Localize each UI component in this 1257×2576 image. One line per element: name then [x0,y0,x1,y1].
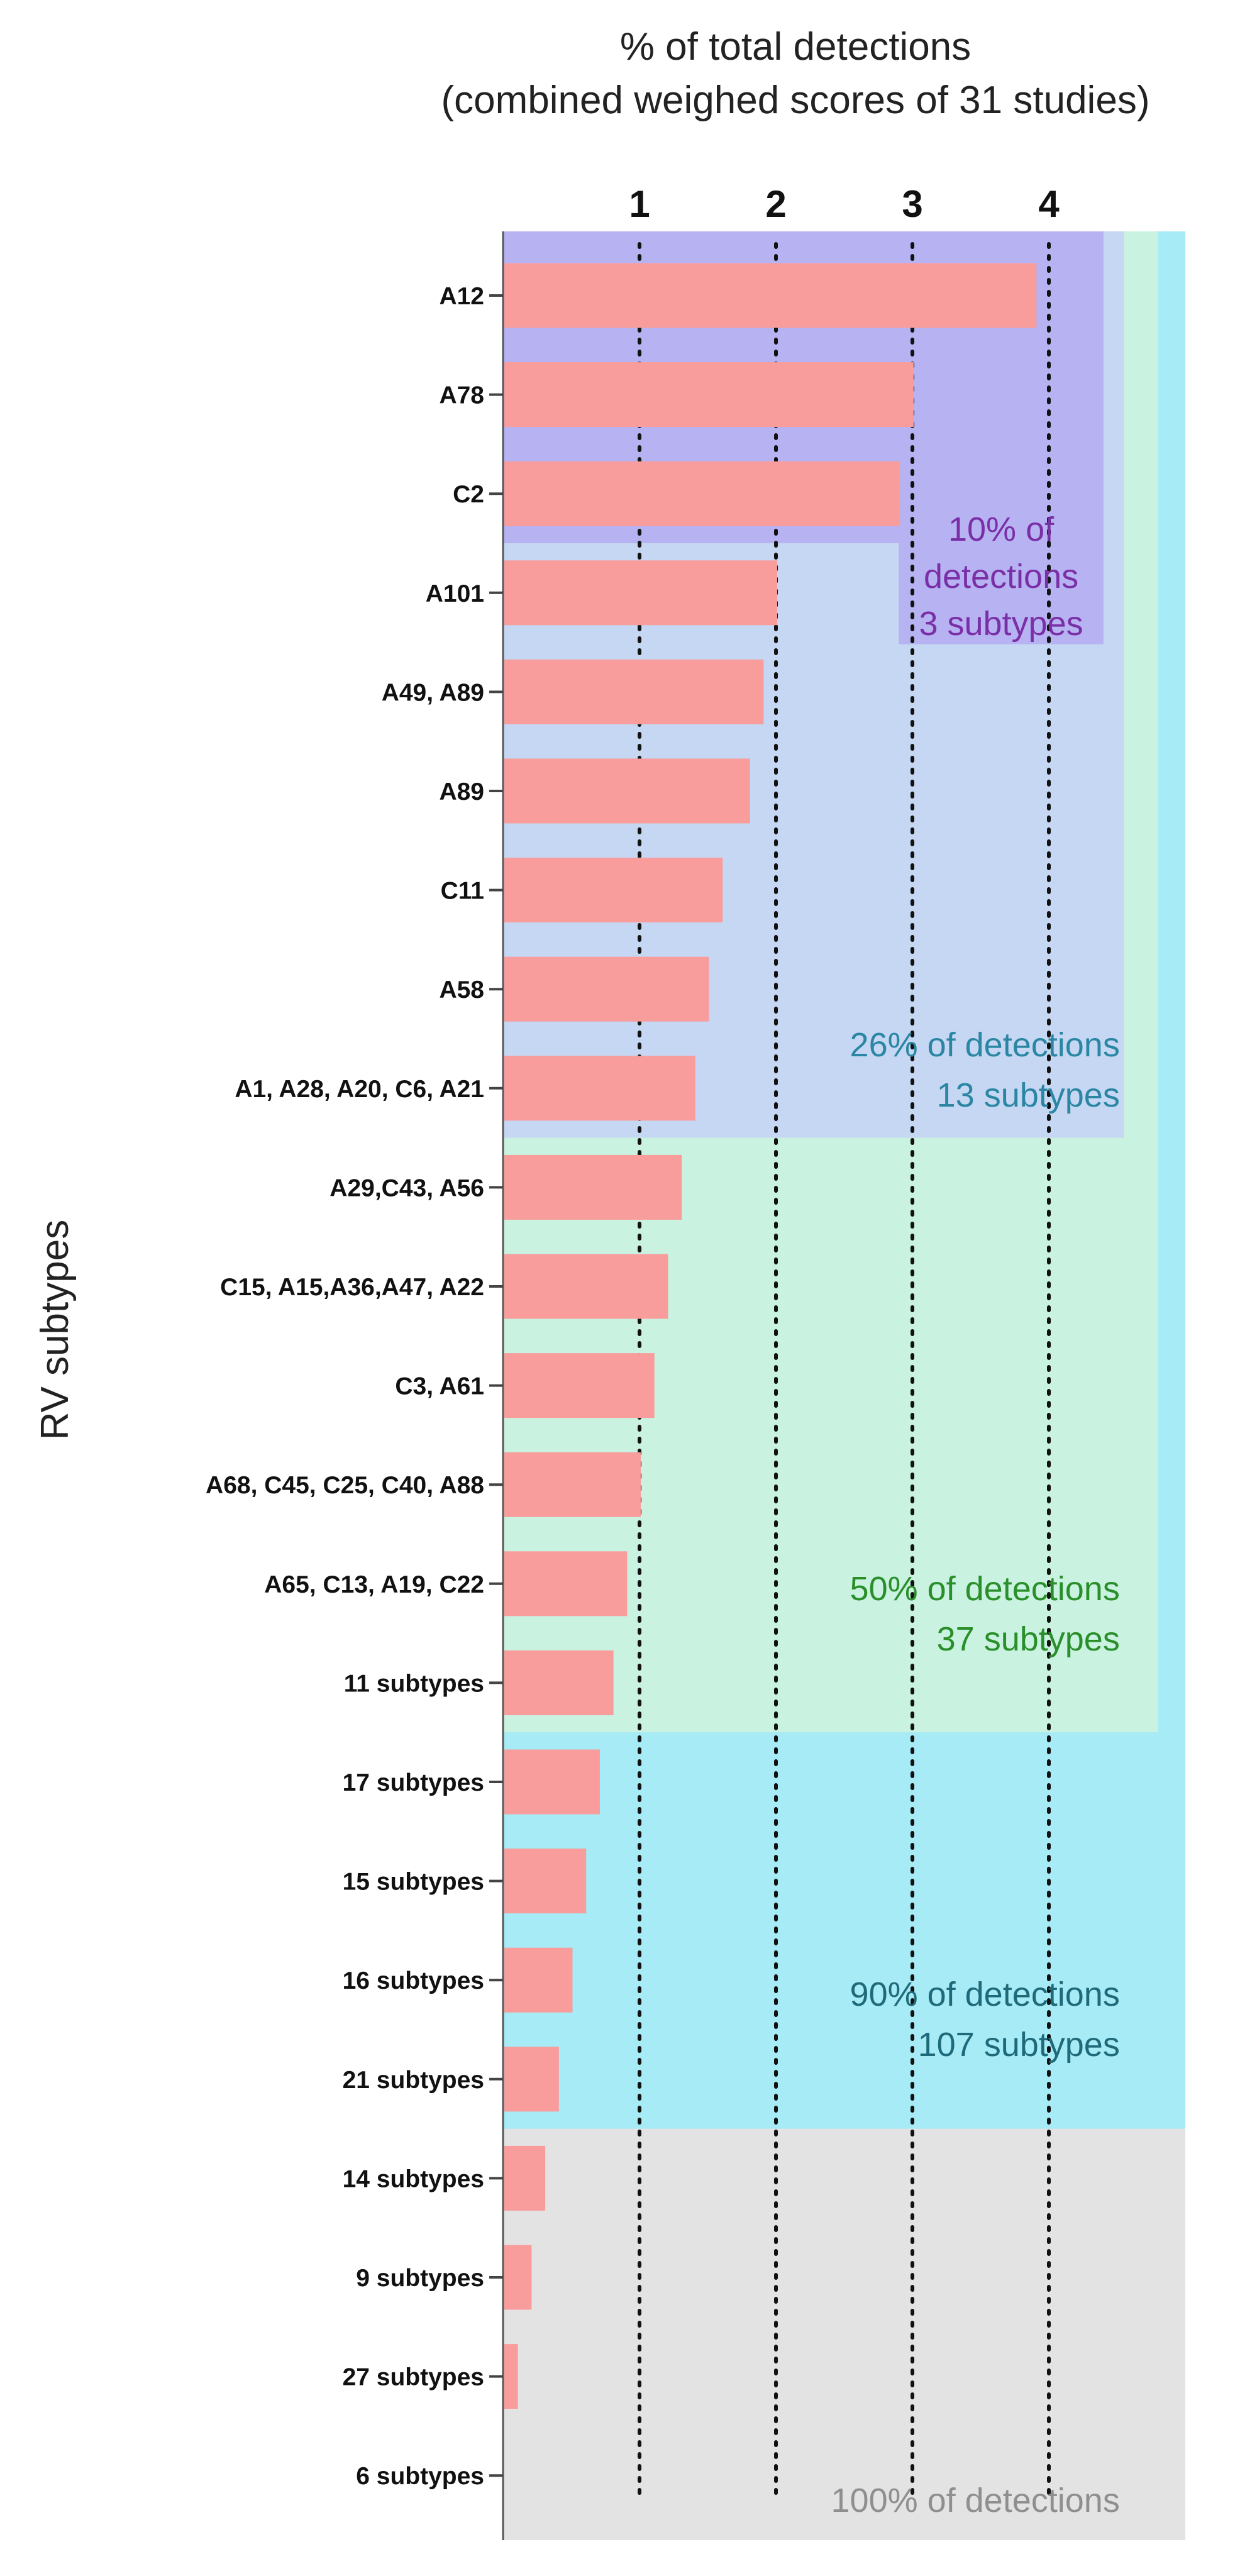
region-90pct-label-line-2: 107 subtypes [918,2026,1120,2064]
category-label-15: 11 subtypes [344,1670,484,1697]
bars [504,263,1037,2409]
category-label-12: C3, A61 [395,1373,484,1400]
category-label-17: 15 subtypes [343,1869,484,1896]
bar-18 [504,1947,573,2013]
category-label-20: 14 subtypes [343,2165,484,2192]
chart-title: % of total detections [620,25,971,69]
region-50pct-label-line-2: 37 subtypes [937,1620,1120,1658]
bar-17 [504,1849,587,1914]
x-tick-label-1: 1 [629,183,650,225]
category-label-5: A49, A89 [382,679,484,706]
x-tick-label-4: 4 [1038,183,1060,225]
category-label-13: A68, C45, C25, C40, A88 [206,1472,484,1499]
category-label-22: 27 subtypes [343,2364,484,2391]
bar-2 [504,362,914,428]
bar-15 [504,1650,614,1715]
bar-21 [504,2245,532,2310]
bar-9 [504,1056,695,1121]
category-label-2: A78 [439,382,484,409]
category-label-21: 9 subtypes [356,2265,484,2292]
x-tick-label-3: 3 [902,183,922,225]
bar-1 [504,263,1037,328]
category-label-9: A1, A28, A20, C6, A21 [235,1076,484,1103]
y-axis-label: RV subtypes [33,1220,77,1440]
y-axis: 1 2 3 4 A12 A78 C2 A101 A49, A89 A89 C11 A58 A1, A28… [206,183,1060,2540]
region-50pct-label-line-1: 50% of detections [850,1570,1120,1608]
bar-4 [504,560,777,626]
bar-13 [504,1452,641,1517]
region-100pct-label-line-1: 100% of detections [831,2482,1120,2519]
region-10pct-label-line-2: detections [924,558,1078,595]
category-label-7: C11 [441,878,484,905]
category-label-11: C15, A15,A36,A47, A22 [220,1274,484,1301]
bar-22 [504,2344,518,2409]
bar-14 [504,1551,628,1617]
bar-7 [504,858,723,923]
bar-3 [504,461,900,526]
chart-subtitle: (combined weighed scores of 31 studies) [441,79,1150,122]
bar-5 [504,659,764,724]
category-label-14: A65, C13, A19, C22 [264,1571,484,1598]
region-10pct-label-line-1: 10% of [948,511,1055,548]
category-label-23: 6 subtypes [356,2463,484,2490]
region-10pct-label-line-3: 3 subtypes [919,605,1083,643]
bar-20 [504,2145,546,2211]
category-label-10: A29,C43, A56 [329,1175,484,1202]
category-label-6: A89 [439,778,484,805]
bar-10 [504,1154,682,1220]
bar-16 [504,1749,600,1815]
bar-19 [504,2047,559,2112]
bar-6 [504,758,750,824]
bar-8 [504,956,709,1022]
bar-11 [504,1254,668,1319]
region-26pct-label-line-2: 13 subtypes [937,1076,1120,1114]
category-label-19: 21 subtypes [343,2067,484,2094]
region-labels: 100% of detections 90% of detections 107 s… [831,511,1120,2519]
category-label-1: A12 [439,283,484,310]
category-label-8: A58 [439,976,484,1003]
category-label-18: 16 subtypes [343,1967,484,1994]
category-label-4: A101 [426,580,484,607]
region-26pct-label-line-1: 26% of detections [850,1026,1120,1064]
region-10pct-label-box [899,543,1104,644]
category-label-16: 17 subtypes [343,1769,484,1796]
region-90pct-label-line-1: 90% of detections [850,1976,1120,2013]
category-label-3: C2 [453,481,484,508]
x-tick-label-2: 2 [765,183,786,225]
bar-12 [504,1353,655,1418]
